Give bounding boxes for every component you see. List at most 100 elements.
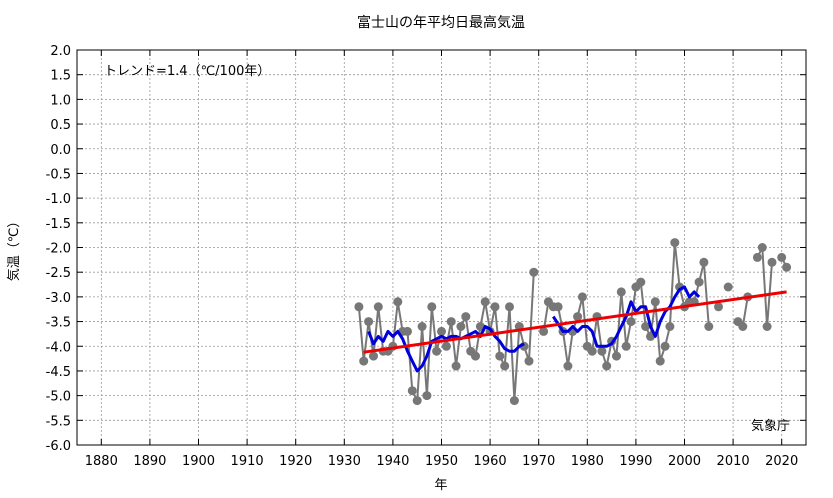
data-point xyxy=(490,302,500,312)
x-tick-label: 1910 xyxy=(231,454,264,469)
data-point xyxy=(782,262,792,272)
data-point xyxy=(417,322,427,331)
data-point xyxy=(422,391,432,401)
y-tick-label: 0.5 xyxy=(50,118,71,133)
data-point xyxy=(505,302,514,312)
x-tick-label: 2000 xyxy=(668,454,701,469)
data-point xyxy=(461,312,471,322)
data-point xyxy=(364,317,374,327)
data-point xyxy=(412,396,422,406)
x-tick-label: 1980 xyxy=(571,454,604,469)
series-line xyxy=(552,285,701,348)
data-point xyxy=(597,346,607,356)
x-tick-labels: 1880 1890 1900 1910 1920 1930 1940 1950 1960 1970… xyxy=(85,454,798,469)
data-point xyxy=(577,292,587,302)
trend-annotation: トレンド=1.4（℃/100年） xyxy=(104,64,270,79)
data-point xyxy=(699,257,709,267)
data-point xyxy=(403,326,412,336)
x-tick-label: 1950 xyxy=(425,454,458,469)
data-point xyxy=(602,361,612,371)
data-point xyxy=(752,252,762,262)
x-tick-label: 1930 xyxy=(328,454,361,469)
data-point xyxy=(641,322,651,331)
data-point xyxy=(393,297,403,307)
y-tick-label: -6.0 xyxy=(46,439,71,454)
y-axis-label: 気温（℃） xyxy=(6,215,22,282)
data-point xyxy=(451,361,461,371)
x-tick-label: 1920 xyxy=(279,454,312,469)
x-tick-label: 1940 xyxy=(376,454,409,469)
y-tick-label: 1.0 xyxy=(50,93,71,108)
y-tick-label: -3.5 xyxy=(46,316,71,331)
y-tick-label: -1.5 xyxy=(46,217,71,232)
data-point xyxy=(539,326,549,336)
data-point xyxy=(757,243,767,252)
moving-average-series xyxy=(367,285,701,373)
x-tick-label: 1900 xyxy=(182,454,215,469)
data-point xyxy=(670,238,680,248)
y-tick-label: -5.5 xyxy=(46,414,71,429)
data-point xyxy=(616,287,626,297)
data-point xyxy=(509,396,519,406)
data-point xyxy=(480,297,490,307)
data-point xyxy=(573,312,583,322)
data-point xyxy=(738,322,748,331)
data-point xyxy=(612,351,621,361)
data-point xyxy=(767,257,777,267)
data-point xyxy=(723,282,733,292)
data-point xyxy=(655,356,665,366)
x-tick-label: 1990 xyxy=(619,454,652,469)
data-point xyxy=(354,302,364,312)
y-tick-label: 0.0 xyxy=(50,143,71,158)
series-layer xyxy=(354,238,792,406)
y-tick-label: -4.0 xyxy=(46,340,71,355)
data-point xyxy=(650,297,660,307)
data-point xyxy=(373,302,383,312)
trend-line xyxy=(363,290,787,354)
data-point xyxy=(704,322,714,331)
y-tick-label: -3.0 xyxy=(46,291,71,306)
data-point xyxy=(529,267,539,277)
data-point xyxy=(563,361,573,371)
x-tick-label: 1960 xyxy=(474,454,507,469)
data-point xyxy=(621,341,631,351)
source-annotation: 気象庁 xyxy=(751,418,790,434)
y-tick-label: -1.0 xyxy=(46,192,71,207)
series-line xyxy=(367,325,525,373)
y-tick-labels: 2.0 1.5 1.0 0.5 0.0 -0.5 -1.0 -1.5 -2.0 -2.5 -3.0 -… xyxy=(46,44,71,454)
data-point xyxy=(626,317,636,327)
x-axis-label: 年 xyxy=(434,478,447,493)
y-tick-label: -5.0 xyxy=(46,390,71,405)
data-point xyxy=(495,351,505,361)
x-tick-label: 2020 xyxy=(765,454,798,469)
x-tick-label: 1890 xyxy=(133,454,166,469)
data-point xyxy=(369,351,378,361)
data-point xyxy=(500,361,510,371)
data-point xyxy=(524,356,534,366)
data-point xyxy=(665,322,675,331)
x-tick-label: 2010 xyxy=(717,454,750,469)
data-point xyxy=(456,322,466,331)
data-point xyxy=(777,252,787,262)
data-point xyxy=(446,317,456,327)
data-point xyxy=(762,322,772,331)
data-point xyxy=(441,341,451,351)
data-point xyxy=(694,277,704,287)
x-tick-label: 1880 xyxy=(85,454,118,469)
data-point xyxy=(714,302,723,312)
data-point xyxy=(407,386,417,396)
y-tick-label: -2.5 xyxy=(46,266,71,281)
data-point xyxy=(432,346,442,356)
data-point xyxy=(359,356,369,366)
series-line xyxy=(363,290,787,354)
y-tick-label: -4.5 xyxy=(46,365,71,380)
y-tick-label: 1.5 xyxy=(50,69,71,84)
data-point xyxy=(660,341,670,351)
y-tick-label: -0.5 xyxy=(46,167,71,182)
y-tick-label: -2.0 xyxy=(46,242,71,257)
data-point xyxy=(587,346,597,356)
ticks xyxy=(77,49,806,446)
data-point xyxy=(553,302,563,312)
